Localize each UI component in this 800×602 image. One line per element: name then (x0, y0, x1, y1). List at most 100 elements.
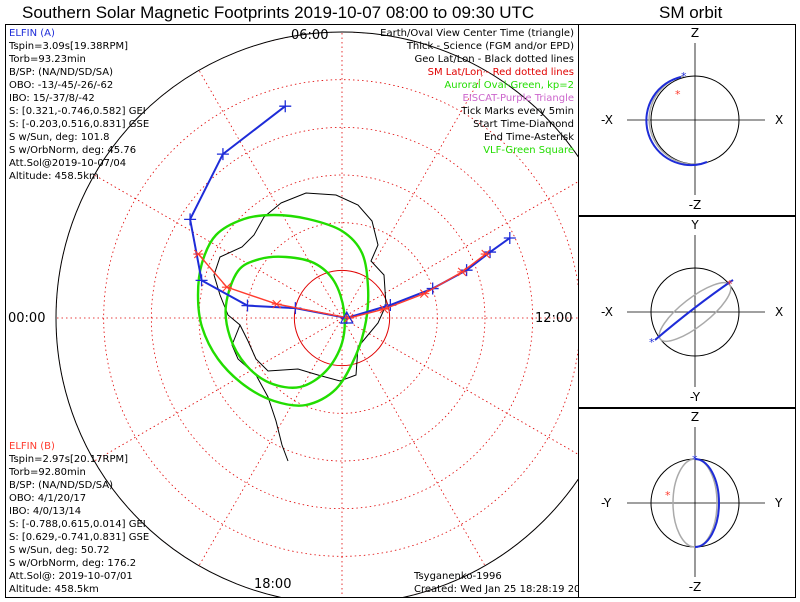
sat-a-line: S w/OrbNorm, deg: 45.76 (9, 145, 136, 156)
view-center-triangle (339, 310, 354, 324)
sat-b-tick-mark (457, 267, 468, 277)
orbit-axis-right: X (775, 305, 783, 319)
sat-b-tick-mark (271, 299, 282, 309)
sat-a-tick-mark (216, 148, 229, 161)
sat-a-marker: * (681, 70, 687, 83)
sat-a-tick-mark (184, 213, 197, 226)
sat-b-line: Tspin=2.97s[20.17RPM] (8, 454, 128, 465)
orbit-axis-right: Y (774, 496, 783, 510)
sm-latitude-circle (198, 174, 486, 462)
sat-a-orbit (694, 458, 720, 548)
sat-b-tick-mark (221, 282, 232, 292)
sat-a-line: Tspin=3.09s[19.38RPM] (8, 41, 128, 52)
legend-item: Earth/Oval View Center Time (triangle) (380, 28, 574, 39)
orbit-axis-top: Y (690, 218, 699, 232)
footprint-tracks (184, 100, 516, 324)
map-grid (56, 32, 628, 602)
sm-longitude-line (94, 174, 343, 319)
sat-b-line: IBO: 4/0/13/14 (9, 506, 81, 517)
legend-item: VLF-Green Square (483, 145, 574, 156)
orbit-axis-bottom: -Y (690, 390, 701, 404)
legend-item: Geo Lat/Lon - Black dotted lines (415, 54, 574, 65)
sat-a-line: Altitude: 458.5km (9, 171, 99, 182)
orbit-title: SM orbit (659, 3, 723, 22)
orbit-axis-left: -X (601, 113, 613, 127)
sat-a-line: B/SP: (NA/ND/SD/SA) (9, 67, 113, 78)
model-label: Tsyganenko-1996 (413, 571, 502, 582)
sat-a-line: Torb=93.23min (8, 54, 86, 65)
legend-item: End Time-Asterisk (484, 132, 574, 143)
orbit-panel-yz: Z -Z -Y Y * * (578, 408, 796, 598)
sat-b-orbit (648, 75, 706, 166)
sat-a-tick-mark (460, 264, 473, 277)
orbit-axis-top: Z (691, 410, 699, 424)
orbit-plot-xz: Z -Z -X X ** (601, 26, 783, 212)
orbit-axis-right: X (775, 113, 783, 127)
sat-b-marker: * (727, 278, 733, 291)
sat-b-line: S w/Sun, deg: 50.72 (9, 545, 109, 556)
orbit-plot-xy: Y -Y -X X * * (601, 218, 783, 404)
page-title: Southern Solar Magnetic Footprints 2019-… (22, 3, 535, 22)
auroral-oval-inner (224, 255, 346, 389)
auroral-oval-outer (196, 213, 370, 407)
sat-b-line: Att.Sol@: 2019-10-07/01 (9, 571, 133, 582)
mlt-label-right: 12:00 (535, 311, 572, 326)
orbit-axis-bottom: -Z (689, 198, 702, 212)
sat-a-marker: * (692, 453, 698, 466)
sat-b-line: OBO: 4/1/20/17 (9, 493, 86, 504)
map-legend: Earth/Oval View Center Time (triangle) T… (380, 28, 574, 156)
created-label: Created: Wed Jan 25 18:28:19 2023 (414, 584, 578, 595)
earth-circle (650, 267, 740, 357)
sm-longitude-line (198, 317, 343, 566)
orbit-axis-left: -X (601, 305, 613, 319)
legend-item: EISCAT-Purple Triangle (463, 93, 575, 104)
sat-a-line: S: [0.321,-0.746,0.582] GEI (9, 106, 146, 117)
sat-a-tick-mark (279, 100, 292, 113)
sat-b-marker: * (665, 489, 671, 502)
sat-b-line: S: [-0.788,0.615,0.014] GEI (9, 519, 146, 530)
sat-b-line: Altitude: 458.5km (9, 584, 99, 595)
legend-item: Start Time-Diamond (473, 119, 574, 130)
legend-item: Auroral Oval-Green, kp=2 (444, 80, 574, 91)
sat-b-line: S w/OrbNorm, deg: 176.2 (9, 558, 136, 569)
antarctica-outline (213, 192, 387, 382)
sat-a-line: S w/Sun, deg: 101.8 (9, 132, 109, 143)
orbit-panel-xy: Y -Y -X X * * (578, 216, 796, 408)
footprint-map: 06:00 00:00 12:00 18:00 ELFIN (A) Tspin=… (8, 28, 629, 602)
sat-b-orbit (658, 282, 732, 342)
sat-a-header: ELFIN (A) (9, 28, 55, 39)
legend-item: Thick - Science (FGM and/or EPD) (406, 41, 574, 52)
sat-b-track (197, 253, 487, 319)
sat-b-marker: * (675, 88, 681, 101)
antarctic-peninsula (231, 324, 289, 462)
sat-a-tick-mark (503, 231, 516, 244)
sat-a-tick-mark (241, 299, 254, 312)
legend-item: SM Lat/Lon - Red dotted lines (428, 67, 574, 78)
sat-b-tick-mark (419, 289, 430, 299)
sm-latitude-circle (150, 126, 534, 510)
legend-item: Tick Marks every 5min (460, 106, 574, 117)
sat-b-line: S: [0.629,-0.741,0.831] GSE (9, 532, 149, 543)
sat-a-tick-mark (195, 274, 208, 287)
sat-b-line: B/SP: (NA/ND/SD/SA) (9, 480, 113, 491)
sat-b-tick-mark (480, 249, 491, 259)
sat-a-orbit (654, 279, 734, 341)
orbit-plot-yz: Z -Z -Y Y * * (601, 410, 783, 594)
antarctica-coastline (213, 192, 387, 462)
sat-a-info: ELFIN (A) Tspin=3.09s[19.38RPM] Torb=93.… (8, 28, 149, 182)
sat-a-line: IBO: 15/-37/8/-42 (9, 93, 95, 104)
sat-b-header: ELFIN (B) (9, 441, 55, 452)
orbit-panel-xz: Z -Z -X X * * (578, 24, 796, 216)
sat-a-line: S: [-0.203,0.516,0.831] GSE (9, 119, 149, 130)
sm-longitude-line (341, 317, 590, 462)
sat-a-line: Att.Sol@2019-10-07/04 (9, 158, 126, 169)
sat-b-line: Torb=92.80min (8, 467, 86, 478)
sat-b-info: ELFIN (B) Tspin=2.97s[20.17RPM] Torb=92.… (8, 441, 149, 595)
sat-a-line: OBO: -13/-45/-26/-62 (9, 80, 113, 91)
sat-b-tick-mark (193, 249, 204, 259)
orbit-axis-left: -Y (601, 496, 612, 510)
sm-latitude-circle (293, 269, 391, 367)
sat-a-orbit (645, 76, 708, 167)
sat-a-tick-mark (484, 246, 497, 259)
sat-a-marker: * (649, 336, 655, 349)
